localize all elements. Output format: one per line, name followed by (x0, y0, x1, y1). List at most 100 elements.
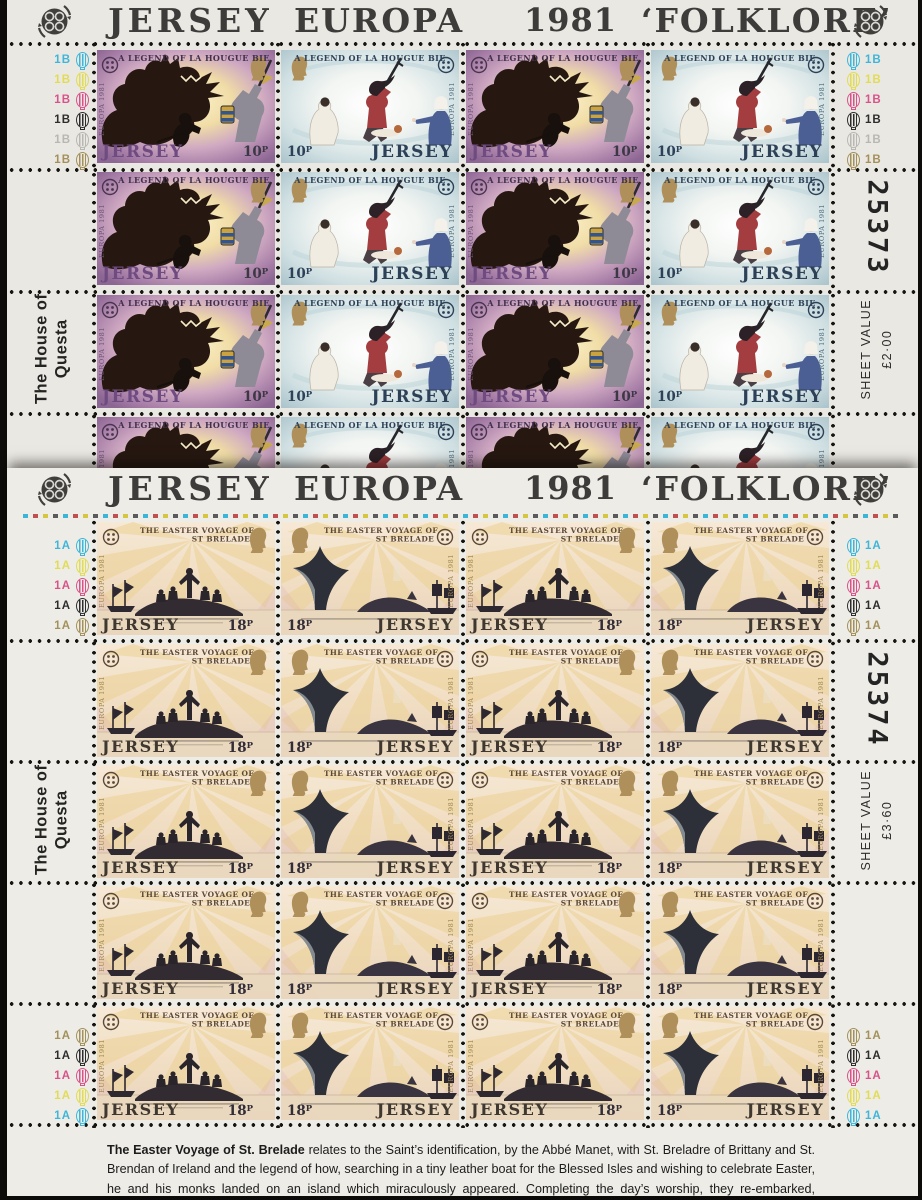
questa-balloon-icon (76, 538, 89, 557)
questa-balloon-icon (76, 618, 89, 637)
plate-number: 1A (865, 600, 882, 612)
stamp-st-brelade-whale (281, 522, 459, 635)
questa-balloon-icon (847, 1048, 860, 1067)
stamp-st-brelade-whale (281, 765, 459, 878)
plate-mark: 1A (847, 598, 882, 617)
stamp-la-hougue-bie-dragon (466, 50, 644, 163)
plate-mark: 1A (847, 1028, 882, 1047)
questa-balloon-icon (76, 132, 89, 151)
questa-balloon-icon (847, 538, 860, 557)
plate-mark: 1B (847, 132, 882, 151)
stamp-st-brelade-whale (651, 522, 829, 635)
stamp-st-brelade-whale (651, 644, 829, 757)
plate-number: 1A (54, 600, 71, 612)
stamp-st-brelade-whale (651, 886, 829, 999)
stamp-sheet-la-hougue-bie: JERSEY EUROPA 1981 ‘FOLKLORE’ 1B 1B 1B 1… (7, 0, 918, 468)
perforation-column (274, 40, 282, 468)
plate-marks-right: 1A 1A 1A 1A 1A (847, 538, 907, 637)
questa-balloon-icon (847, 132, 860, 151)
questa-balloon-icon (847, 92, 860, 111)
europa-cept-emblem-icon (36, 471, 73, 508)
printer-imprint: The House of Questa (15, 763, 90, 877)
stamp-la-hougue-bie-dragon (97, 172, 275, 285)
masthead-theme: ‘FOLKLORE’ (641, 469, 893, 508)
plate-mark: 1A (847, 1108, 882, 1127)
stamp-la-hougue-bie-sword (651, 172, 829, 285)
printer-line2: Questa (52, 790, 71, 850)
masthead-europa: EUROPA (294, 469, 465, 508)
plate-number: 1A (54, 560, 71, 572)
perforation-column (274, 518, 282, 1128)
plate-number: 1B (54, 154, 71, 166)
sheet-value-label: SHEET VALUE (858, 298, 873, 400)
plate-number: 1B (865, 114, 882, 126)
questa-balloon-icon (847, 72, 860, 91)
plate-number: 1A (54, 1030, 71, 1042)
stamp-la-hougue-bie-sword (651, 50, 829, 163)
stamp-st-brelade-whale (651, 765, 829, 878)
plate-number: 1A (865, 1030, 882, 1042)
perforation-column (459, 518, 467, 1128)
plate-number: 1B (865, 94, 882, 106)
questa-balloon-icon (847, 1028, 860, 1047)
masthead-theme: ‘FOLKLORE’ (641, 1, 893, 40)
plate-number: 1A (865, 540, 882, 552)
sheet-value-box: SHEET VALUE £3·60 (836, 763, 918, 877)
plate-mark: 1B (54, 112, 89, 131)
stamp-st-brelade-whale (281, 1007, 459, 1120)
questa-balloon-icon (847, 112, 860, 131)
perforation-column (90, 40, 98, 468)
masthead-jersey: JERSEY (108, 469, 273, 508)
masthead-europa: EUROPA (294, 1, 465, 40)
plate-mark: 1A (54, 1108, 89, 1127)
plate-marks-right-bottom: 1A 1A 1A 1A 1A (847, 1028, 907, 1127)
stamp-st-brelade-island (466, 644, 644, 757)
perforation-column (829, 518, 837, 1128)
stamp-la-hougue-bie-sword (281, 295, 459, 408)
plate-marks-left-bottom: 1A 1A 1A 1A 1A (33, 1028, 89, 1127)
stamp-st-brelade-island (97, 522, 275, 635)
plate-mark: 1A (847, 1088, 882, 1107)
plate-mark: 1A (54, 1088, 89, 1107)
stamp-sheet-st-brelade: JERSEY EUROPA 1981 ‘FOLKLORE’ 1A 1A 1A 1… (7, 468, 918, 1196)
plate-number: 1B (865, 154, 882, 166)
questa-balloon-icon (76, 558, 89, 577)
plate-number: 1A (54, 620, 71, 632)
questa-balloon-icon (847, 152, 860, 171)
plate-number: 1A (54, 580, 71, 592)
questa-balloon-icon (76, 1068, 89, 1087)
description-body: relates to the Saint’s identification, b… (107, 1142, 816, 1196)
stamp-st-brelade-whale (651, 1007, 829, 1120)
plate-number: 1A (865, 1110, 882, 1122)
plate-mark: 1B (54, 52, 89, 71)
plate-mark: 1A (847, 538, 882, 557)
masthead-year: 1981 (524, 469, 618, 507)
perforation-column (644, 518, 652, 1128)
europa-cept-emblem-icon (852, 471, 889, 508)
questa-balloon-icon (847, 1108, 860, 1127)
sheet-serial-number: 25374 (861, 650, 893, 748)
printer-line1: The House of (32, 293, 51, 405)
questa-balloon-icon (76, 52, 89, 71)
plate-number: 1A (865, 580, 882, 592)
plate-number: 1B (54, 114, 71, 126)
sheet-value-amount: £2·00 (880, 329, 895, 369)
questa-balloon-icon (847, 1068, 860, 1087)
plate-number: 1B (54, 94, 71, 106)
plate-number: 1B (865, 54, 882, 66)
plate-mark: 1B (54, 72, 89, 91)
plate-mark: 1A (54, 1048, 89, 1067)
stamp-la-hougue-bie-sword (281, 417, 459, 468)
printer-line2: Questa (52, 319, 71, 379)
masthead-year: 1981 (524, 1, 618, 39)
plate-number: 1B (54, 54, 71, 66)
questa-balloon-icon (847, 558, 860, 577)
questa-balloon-icon (76, 578, 89, 597)
plate-mark: 1A (847, 558, 882, 577)
plate-number: 1B (865, 134, 882, 146)
printer-imprint: The House of Questa (15, 292, 90, 406)
stamp-la-hougue-bie-dragon (97, 295, 275, 408)
europa-cept-emblem-icon (36, 3, 73, 40)
plate-mark: 1A (847, 578, 882, 597)
stamp-la-hougue-bie-dragon (466, 172, 644, 285)
